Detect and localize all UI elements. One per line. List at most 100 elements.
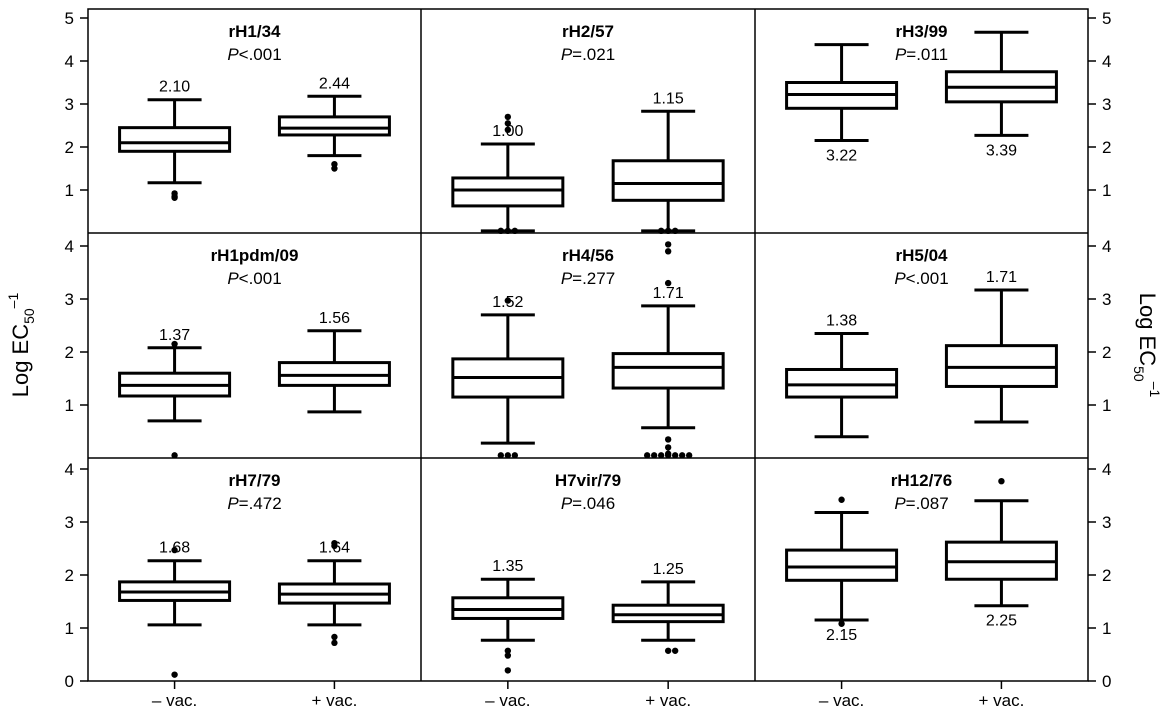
outlier-point — [998, 477, 1005, 485]
outlier-point — [331, 633, 338, 641]
box-minus-vac: 1.68 — [118, 540, 232, 678]
box-plus-vac: 1.15 — [611, 90, 725, 235]
box-iqr — [785, 367, 899, 399]
panel-title: rH5/04 — [896, 246, 949, 265]
panel-title: rH1pdm/09 — [211, 246, 299, 265]
box-plus-vac: 1.64 — [277, 540, 391, 647]
outlier-point — [671, 647, 679, 654]
panel-rh1-34: rH1/34 P<.001 2.10 2.44 — [118, 22, 391, 201]
box-minus-vac: 1.35 — [451, 558, 565, 674]
x-tick-label: – vac. — [485, 691, 530, 709]
outlier-point — [664, 241, 672, 248]
box-iqr — [611, 352, 725, 390]
panel-rh7-79: rH7/79 P=.472 1.68 1.64 — [118, 471, 391, 678]
outlier-point — [331, 540, 338, 547]
y-tick-label-left: 3 — [65, 95, 74, 114]
panel-title: H7vir/79 — [555, 471, 621, 490]
outlier-point — [171, 546, 178, 554]
median-label: 1.56 — [319, 310, 350, 327]
outlier-point — [504, 297, 512, 304]
y-tick-label-left: 3 — [65, 290, 74, 309]
median-label: 2.25 — [986, 613, 1017, 630]
median-label: 3.22 — [826, 148, 857, 165]
y-tick-label-right: 2 — [1102, 343, 1111, 362]
panel-h7vir-79: H7vir/79 P=.046 1.35 1.25 — [451, 471, 725, 674]
outlier-point — [664, 279, 672, 287]
y-tick-label-right: 4 — [1102, 460, 1111, 479]
box-iqr — [277, 115, 391, 137]
y-tick-label-left: 1 — [65, 396, 74, 415]
box-minus-vac: 1.38 — [785, 312, 899, 439]
panel-rh12-76: rH12/76 P=.087 2.15 2.25 — [785, 471, 1058, 644]
box-iqr — [451, 176, 565, 208]
median-label: 3.39 — [986, 142, 1017, 159]
panel-title: rH12/76 — [891, 471, 952, 490]
outlier-point — [511, 452, 519, 459]
box-minus-vac: 1.52 — [451, 294, 565, 459]
panel-title: rH1/34 — [229, 22, 282, 41]
outlier-point — [664, 444, 672, 451]
median-label: 2.10 — [159, 79, 190, 96]
y-tick-label-left: 3 — [65, 513, 74, 532]
panel-p-value: P=.046 — [561, 494, 615, 513]
box-plus-vac: 1.71 — [944, 269, 1058, 424]
y-tick-label-right: 3 — [1102, 290, 1111, 309]
panel-rh3-99: rH3/99 P=.011 3.22 3.39 — [785, 22, 1058, 165]
panel-title: rH3/99 — [896, 22, 948, 41]
x-tick-label: + vac. — [978, 691, 1024, 709]
outlier-point — [664, 450, 672, 457]
outlier-point — [504, 667, 512, 674]
y-tick-label-left: 2 — [65, 566, 74, 585]
y-tick-label-left: 2 — [65, 138, 74, 157]
y-tick-label-right: 3 — [1102, 513, 1111, 532]
y-axis-label-right: Log EC50–1 — [1131, 293, 1163, 398]
panel-title: rH7/79 — [229, 471, 281, 490]
outlier-point — [504, 652, 512, 659]
outlier-point — [671, 452, 679, 459]
outlier-point — [497, 452, 505, 459]
y-tick-label-right: 1 — [1102, 181, 1111, 200]
median-label: 1.38 — [826, 312, 857, 329]
outlier-point — [664, 248, 672, 255]
panel-rh2-57: rH2/57 P=.021 1.00 1.15 — [451, 22, 725, 235]
outlier-point — [664, 436, 672, 443]
median-label: 1.52 — [492, 294, 523, 311]
y-axis-label-left: Log EC50–1 — [5, 293, 37, 398]
box-iqr — [611, 159, 725, 202]
box-minus-vac: 1.00 — [451, 113, 565, 235]
outlier-point — [504, 126, 512, 133]
box-minus-vac: 2.10 — [118, 79, 232, 201]
box-minus-vac: 1.37 — [118, 327, 232, 459]
box-plus-vac: 2.44 — [277, 75, 391, 172]
box-iqr — [118, 126, 232, 153]
median-label: 1.71 — [653, 285, 684, 302]
outlier-point — [331, 165, 338, 172]
panel-rh4-56: rH4/56 P=.277 1.52 1.71 — [451, 241, 725, 459]
y-tick-label-right: 4 — [1102, 237, 1111, 256]
outlier-point — [650, 452, 658, 459]
box-plus-vac: 2.25 — [944, 477, 1058, 630]
median-label: 1.25 — [653, 561, 684, 578]
outlier-point — [331, 639, 338, 647]
axes-layer: 1 1 2 2 3 3 4 4 5 5 1 1 2 2 3 3 4 4 0 0 1 1 2 2 3 3 4 4 – vac. + vac.… — [65, 9, 1112, 709]
box-plus-vac: 3.39 — [944, 30, 1058, 159]
panel-p-value: P=.021 — [561, 45, 615, 64]
grid-frame — [87, 8, 1089, 682]
outlier-point — [504, 113, 512, 121]
median-label: 1.71 — [986, 269, 1017, 286]
median-label: 1.15 — [653, 90, 684, 107]
y-tick-label-left: 0 — [65, 672, 74, 691]
y-tick-label-right: 5 — [1102, 9, 1111, 28]
outlier-point — [685, 452, 693, 459]
outlier-point — [664, 647, 672, 654]
y-tick-label-left: 2 — [65, 343, 74, 362]
outlier-point — [171, 671, 178, 678]
panel-p-value: P<.001 — [894, 269, 948, 288]
median-label: 2.15 — [826, 627, 857, 644]
outlier-point — [838, 620, 845, 627]
outlier-point — [171, 194, 178, 201]
panel-rh5-04: rH5/04 P<.001 1.38 1.71 — [785, 246, 1058, 439]
panel-title: rH4/56 — [562, 246, 614, 265]
y-tick-label-left: 4 — [65, 237, 74, 256]
outlier-point — [643, 452, 651, 459]
